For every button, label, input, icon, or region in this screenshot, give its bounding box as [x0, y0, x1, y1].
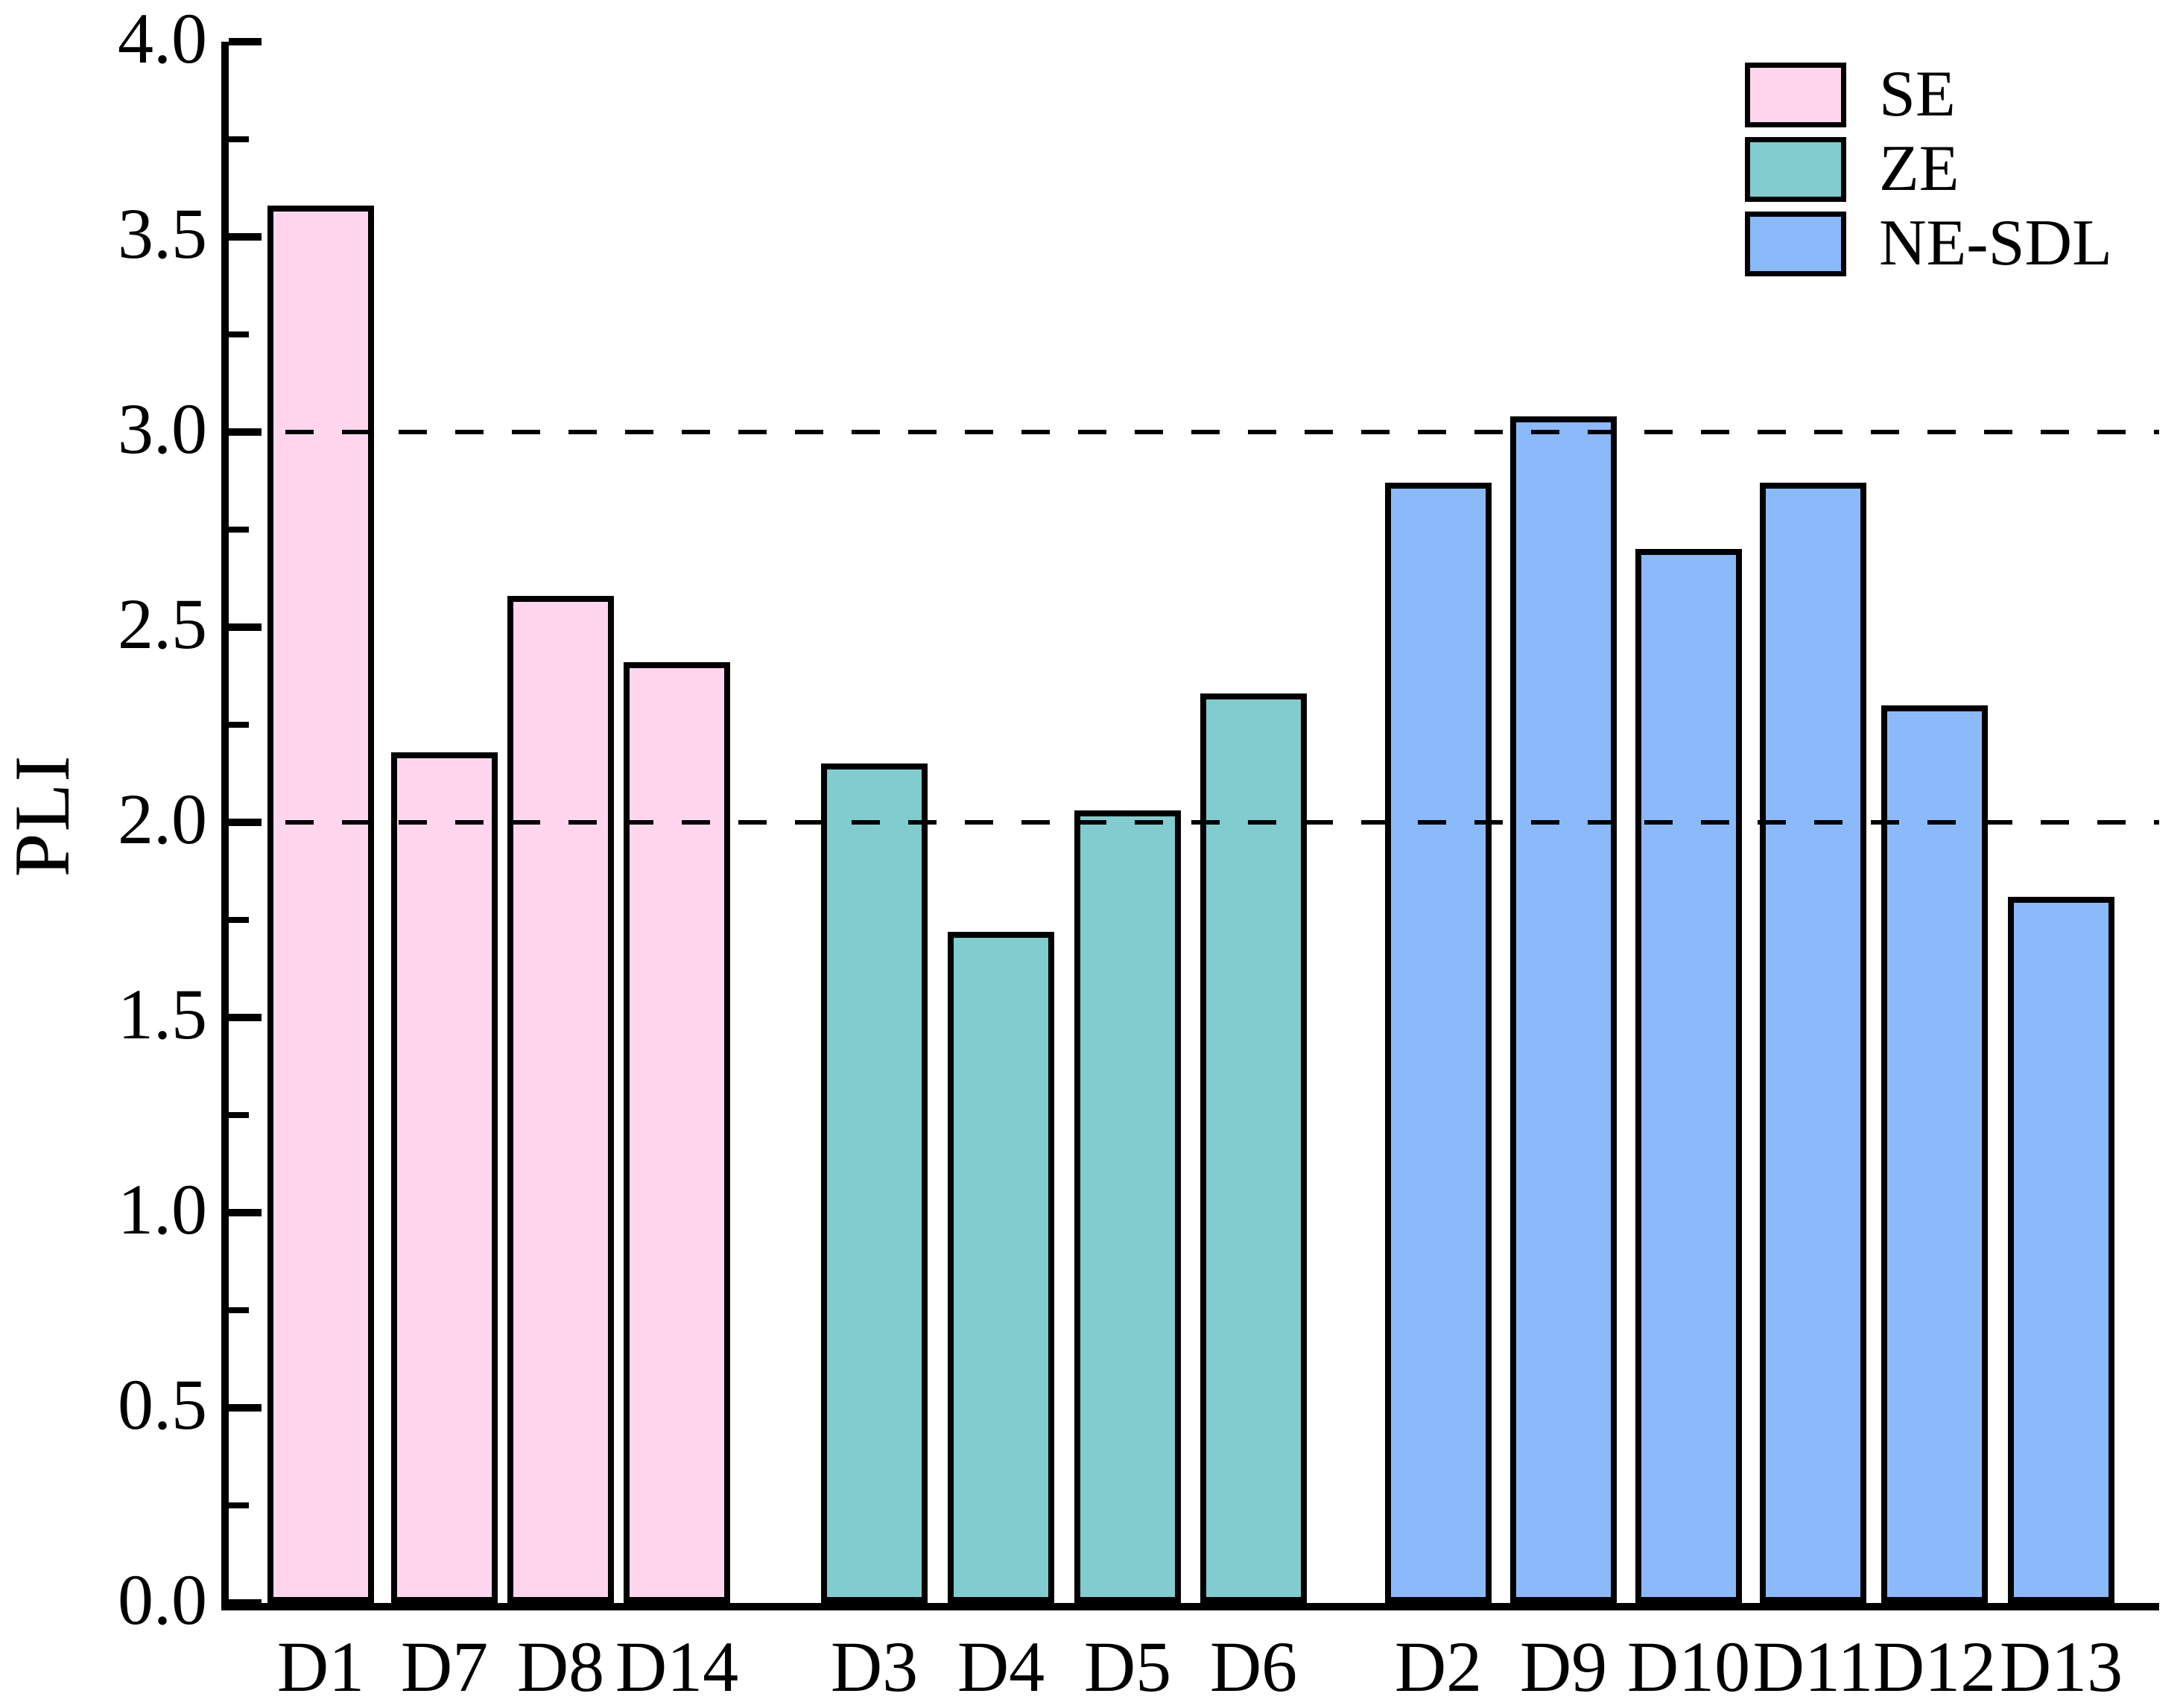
bar-D7 [391, 752, 498, 1603]
x-tick-label-D14: D14 [615, 1627, 739, 1707]
y-tick-label: 4.0 [118, 0, 207, 79]
legend-label: NE-SDL [1879, 207, 2112, 279]
bar-D4 [948, 931, 1054, 1603]
bar-D8 [507, 596, 614, 1603]
x-tick-label-D13: D13 [1999, 1627, 2123, 1707]
y-tick-label: 2.5 [118, 584, 207, 664]
y-minor-tick [229, 722, 249, 728]
bar-D12 [1881, 705, 1988, 1603]
x-tick-label-D9: D9 [1519, 1627, 1608, 1707]
y-major-tick [229, 38, 262, 45]
bar-D14 [624, 662, 730, 1603]
x-tick-label-D10: D10 [1626, 1627, 1751, 1707]
bar-D11 [1760, 483, 1866, 1603]
y-tick-label: 1.5 [118, 974, 207, 1055]
y-minor-tick [229, 917, 249, 923]
y-tick-label: 2.0 [118, 779, 207, 860]
bar-D13 [2008, 896, 2114, 1603]
y-minor-tick [229, 1502, 249, 1508]
y-tick-label: 3.0 [118, 389, 207, 469]
x-tick-label-D6: D6 [1209, 1627, 1298, 1707]
y-tick-label: 3.5 [118, 194, 207, 274]
y-major-tick [229, 1014, 262, 1021]
legend-row: ZE [1745, 136, 2112, 202]
y-minor-tick [229, 1307, 249, 1313]
dashed-gridline-2.0 [229, 820, 2159, 825]
legend-swatch [1745, 136, 1846, 202]
y-axis-title: PLI [0, 754, 86, 877]
y-minor-tick [229, 136, 249, 142]
y-major-tick [229, 1404, 262, 1412]
legend-swatch [1745, 211, 1846, 276]
bar-D10 [1635, 549, 1742, 1603]
y-major-tick [229, 233, 262, 241]
legend-row: NE-SDL [1745, 211, 2112, 276]
y-tick-label: 0.5 [118, 1365, 207, 1445]
bar-D5 [1074, 810, 1181, 1603]
legend-row: SE [1745, 62, 2112, 127]
y-minor-tick [229, 331, 249, 337]
y-major-tick [229, 623, 262, 631]
y-major-tick [229, 1599, 262, 1607]
x-tick-label-D5: D5 [1083, 1627, 1172, 1707]
x-tick-label-D7: D7 [400, 1627, 489, 1707]
y-tick-label: 1.0 [118, 1169, 207, 1250]
y-major-tick [229, 1209, 262, 1216]
y-major-tick [229, 428, 262, 436]
x-tick-label-D1: D1 [276, 1627, 365, 1707]
legend-swatch [1745, 62, 1846, 127]
x-tick-label-D12: D12 [1872, 1627, 1997, 1707]
legend-label: ZE [1879, 133, 1959, 205]
x-tick-label-D4: D4 [957, 1627, 1045, 1707]
y-minor-tick [229, 1112, 249, 1118]
x-tick-label-D2: D2 [1394, 1627, 1483, 1707]
bar-D6 [1200, 693, 1307, 1603]
y-major-tick [229, 819, 262, 826]
bar-D9 [1510, 416, 1617, 1603]
legend: SE ZE NE-SDL [1745, 62, 2112, 276]
legend-label: SE [1879, 58, 1956, 130]
dashed-gridline-3.0 [229, 430, 2159, 434]
x-tick-label-D11: D11 [1752, 1627, 1874, 1707]
x-tick-label-D8: D8 [516, 1627, 605, 1707]
bar-D3 [821, 763, 928, 1603]
x-tick-label-D3: D3 [830, 1627, 919, 1707]
plot-area [221, 38, 2159, 1610]
bar-D1 [267, 206, 374, 1603]
y-tick-label: 0.0 [118, 1560, 207, 1640]
bar-D2 [1385, 483, 1492, 1603]
y-minor-tick [229, 527, 249, 533]
